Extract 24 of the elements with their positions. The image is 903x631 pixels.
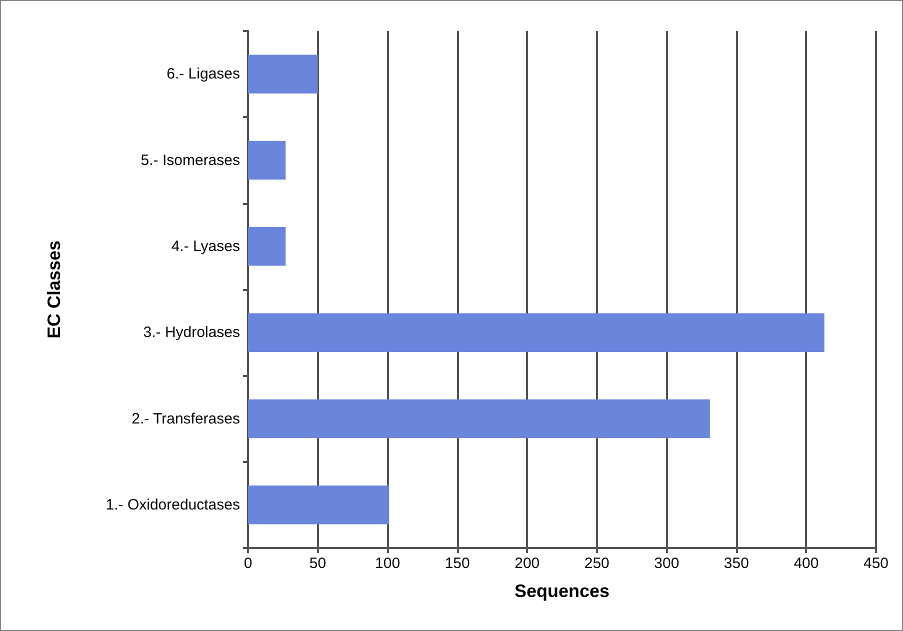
y-tick-label: 6.- Ligases — [166, 66, 240, 83]
y-tick-label: 4.- Lyases — [171, 238, 240, 255]
bar — [248, 313, 824, 352]
y-tick-label: 1.- Oxidoreductases — [106, 496, 240, 514]
bar — [248, 486, 389, 524]
x-tick-label: 200 — [514, 555, 540, 572]
x-axis-title: Sequences — [514, 581, 610, 601]
x-tick-label: 350 — [724, 555, 749, 572]
y-tick-label: 5.- Isomerases — [140, 152, 240, 169]
bar — [248, 140, 286, 180]
x-tick-label: 250 — [584, 555, 610, 572]
y-axis-title: EC Classes — [44, 240, 64, 339]
bar — [248, 399, 710, 438]
x-tick-label: 300 — [654, 555, 680, 572]
y-tick-label: 2.- Transferases — [132, 410, 240, 428]
bar — [248, 54, 318, 94]
x-tick-label: 400 — [794, 555, 819, 572]
x-tick-label: 0 — [244, 555, 252, 572]
x-tick-label: 100 — [375, 555, 400, 572]
x-tick-label: 450 — [863, 555, 889, 572]
x-tick-label: 150 — [444, 555, 470, 572]
x-tick-label: 50 — [309, 555, 326, 572]
y-tick-label: 3.- Hydrolases — [143, 324, 240, 342]
bar — [248, 227, 286, 266]
